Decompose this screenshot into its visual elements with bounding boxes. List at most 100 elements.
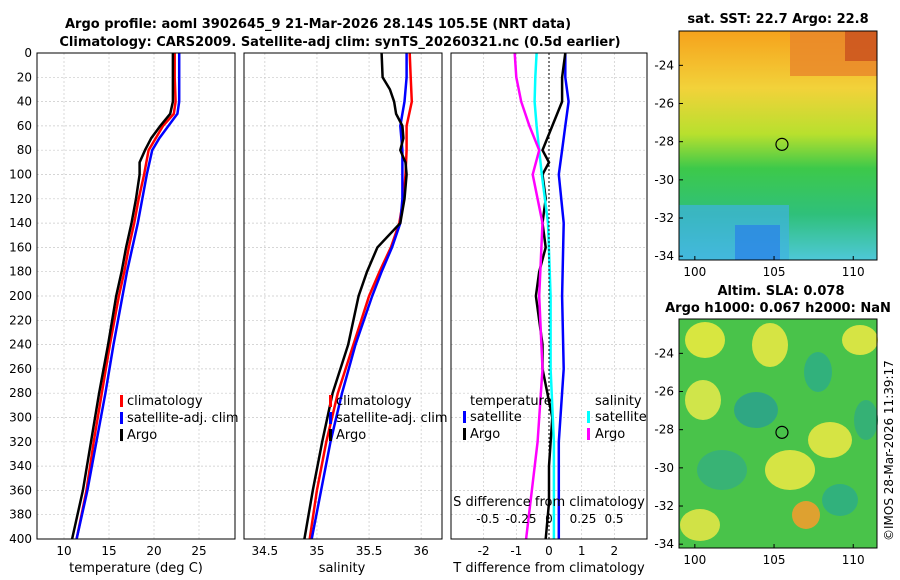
sst-map-panel: sat. SST: 22.7 Argo: 22.8 100 105 110 -24 -2… xyxy=(654,12,878,279)
lon-tick-label: 100 xyxy=(683,265,706,279)
series-salinity-satellite xyxy=(533,52,556,539)
series-temperature-satellite xyxy=(557,53,570,539)
depth-tick-label: 60 xyxy=(17,119,32,133)
legend-climatology-swatch xyxy=(120,395,123,407)
depth-tick-label: 160 xyxy=(9,240,32,254)
difference-legend: temperature satellite Argo salinity sate… xyxy=(463,394,647,442)
lat-tick-label: -32 xyxy=(654,499,674,513)
depth-tick-label: 0 xyxy=(24,46,32,60)
x-tick-label: -2 xyxy=(478,544,490,558)
series-satellite-adj-clim xyxy=(310,53,408,540)
lat-tick-label: -24 xyxy=(654,346,674,360)
depth-tick-label: 100 xyxy=(9,168,32,182)
x-tick-label: 36 xyxy=(414,544,429,558)
depth-tick-label: 240 xyxy=(9,338,32,352)
x-tick-label: 15 xyxy=(101,544,116,558)
depth-tick-label: 220 xyxy=(9,313,32,327)
depth-tick-label: 180 xyxy=(9,265,32,279)
legend-argo-swatch xyxy=(120,429,123,441)
depth-tick-label: 380 xyxy=(9,508,32,522)
lon-tick-label: 100 xyxy=(683,553,706,567)
lon-tick-label: 110 xyxy=(842,553,865,567)
legend-s-argo-swatch xyxy=(587,428,590,440)
s-diff-tick-label: 0.25 xyxy=(570,512,597,526)
depth-tick-label: 20 xyxy=(17,70,32,84)
series-argo xyxy=(70,53,175,540)
legend-climatology-label: climatology xyxy=(336,394,412,409)
x-tick-label: 25 xyxy=(191,544,206,558)
legend-s-argo-label: Argo xyxy=(595,427,625,442)
x-tick-label: 35 xyxy=(309,544,324,558)
legend-s-satellite-label: satellite xyxy=(595,410,647,425)
x-tick-label: 0 xyxy=(545,544,553,558)
legend-satellite-label: satellite-adj. clim xyxy=(127,411,239,426)
x-tick-label: -1 xyxy=(510,544,522,558)
lon-tick-label: 105 xyxy=(763,553,786,567)
x-tick-label: 35.5 xyxy=(356,544,383,558)
x-tick-label: 1 xyxy=(578,544,586,558)
depth-tick-label: 340 xyxy=(9,459,32,473)
depth-tick-label: 140 xyxy=(9,216,32,230)
argo-location-marker xyxy=(775,425,789,439)
lat-tick-label: -26 xyxy=(654,97,674,111)
legend-argo-label: Argo xyxy=(127,428,157,443)
difference-panel: -2 -1 0 1 2 S difference from climatology -0… xyxy=(450,52,648,576)
lat-tick-label: -28 xyxy=(654,135,674,149)
series-argo xyxy=(303,52,408,540)
salinity-panel: 34.5 35 35.5 36 salinity climatology satell… xyxy=(243,52,448,576)
legend-climatology-label: climatology xyxy=(127,394,203,409)
s-difference-label: S difference from climatology xyxy=(453,495,645,510)
depth-tick-label: 400 xyxy=(9,532,32,546)
sst-map-title: sat. SST: 22.7 Argo: 22.8 xyxy=(687,12,868,27)
imos-timestamp: ©IMOS 28-Mar-2026 11:39:17 xyxy=(882,360,896,541)
argo-location-marker xyxy=(775,137,789,151)
legend-temperature-title: temperature xyxy=(470,394,552,409)
legend-t-argo-label: Argo xyxy=(470,427,500,442)
series-climatology xyxy=(75,53,177,540)
legend-s-satellite-swatch xyxy=(587,411,590,423)
s-diff-tick-label: -0.25 xyxy=(505,512,536,526)
x-tick-label: 34.5 xyxy=(251,544,278,558)
sst-cold-patch xyxy=(735,225,780,260)
lat-tick-label: -34 xyxy=(654,249,674,263)
legend-t-satellite-label: satellite xyxy=(470,410,522,425)
legend-salinity-title: salinity xyxy=(595,394,642,409)
x-tick-label: 10 xyxy=(56,544,71,558)
series-satellite-adj-clim xyxy=(75,53,181,540)
depth-tick-label: 320 xyxy=(9,435,32,449)
x-tick-label: 20 xyxy=(146,544,161,558)
x-tick-label: 2 xyxy=(611,544,619,558)
lat-tick-label: -30 xyxy=(654,173,674,187)
depth-tick-label: 260 xyxy=(9,362,32,376)
depth-tick-label: 360 xyxy=(9,483,32,497)
lat-tick-label: -24 xyxy=(654,58,674,72)
legend-argo-label: Argo xyxy=(336,428,366,443)
lon-tick-label: 110 xyxy=(842,265,865,279)
depth-tick-label: 300 xyxy=(9,411,32,425)
lat-tick-label: -32 xyxy=(654,211,674,225)
figure-title-line1: Argo profile: aoml 3902645_9 21-Mar-2026… xyxy=(65,17,571,32)
legend-argo-swatch xyxy=(329,429,332,441)
figure-title-line2: Climatology: CARS2009. Satellite-adj cli… xyxy=(59,35,620,50)
t-difference-xlabel: T difference from climatology xyxy=(452,561,645,576)
sst-hot-patch xyxy=(845,31,877,61)
s-diff-tick-label: 0 xyxy=(545,512,553,526)
legend-t-satellite-swatch xyxy=(463,411,466,423)
depth-tick-label: 280 xyxy=(9,386,32,400)
lat-tick-label: -26 xyxy=(654,385,674,399)
salinity-xlabel: salinity xyxy=(319,561,366,576)
sla-map-panel: Altim. SLA: 0.078 Argo h1000: 0.067 h200… xyxy=(654,284,890,567)
legend-climatology-swatch xyxy=(329,395,332,407)
s-diff-tick-label: 0.5 xyxy=(604,512,623,526)
temperature-panel: 0 20 40 60 80 100 120 140 160 180 200 220 240 260 280 3… xyxy=(9,46,239,576)
depth-tick-label: 40 xyxy=(17,95,32,109)
temperature-legend: climatology satellite-adj. clim Argo xyxy=(120,394,239,443)
temperature-xlabel: temperature (deg C) xyxy=(69,561,203,576)
lat-tick-label: -30 xyxy=(654,461,674,475)
lon-tick-label: 105 xyxy=(763,265,786,279)
salinity-legend: climatology satellite-adj. clim Argo xyxy=(329,394,448,443)
legend-satellite-swatch xyxy=(120,412,123,424)
sla-anomaly-blobs xyxy=(680,322,878,541)
legend-satellite-swatch xyxy=(329,412,332,424)
